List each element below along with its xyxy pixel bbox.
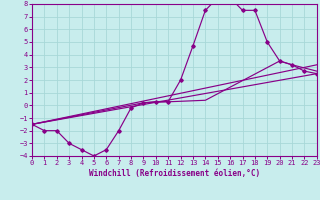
X-axis label: Windchill (Refroidissement éolien,°C): Windchill (Refroidissement éolien,°C) [89,169,260,178]
